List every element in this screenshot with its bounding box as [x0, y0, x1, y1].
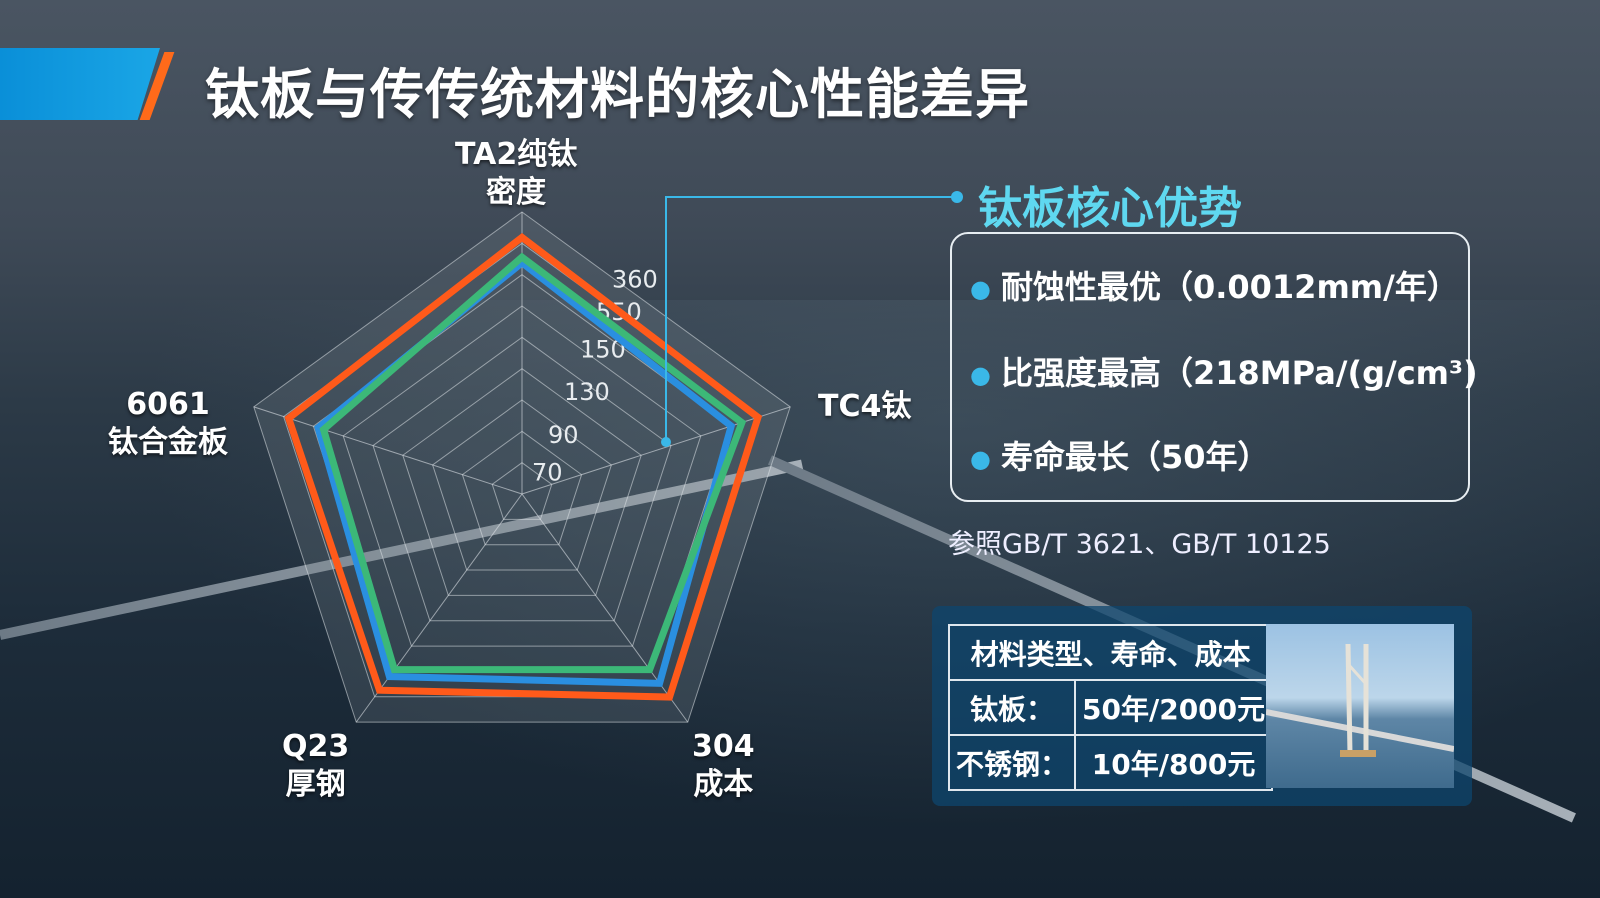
radar-grid-ring — [253, 211, 791, 723]
callout-dot — [951, 191, 963, 203]
radar-axis-line — [253, 406, 523, 495]
radar-tick-label: 360 — [612, 266, 658, 294]
axis-label-0: TA2纯钛 密度 — [455, 137, 578, 210]
bullet-icon: ● — [970, 445, 991, 473]
table-cell: 50年/2000元 — [1074, 679, 1274, 736]
advantage-text: 寿命最长（50年） — [1000, 438, 1270, 476]
advantage-item: ● 比强度最高（218MPa/(g/cm³) — [970, 348, 1478, 394]
table-cell: 不锈钢： — [947, 734, 1077, 791]
advantage-text: 比强度最高（218MPa/(g/cm³) — [1000, 354, 1478, 392]
radar-axis-line — [355, 493, 523, 723]
axis-label-2: 304 成本 — [692, 729, 755, 802]
radar-grid-ring — [402, 368, 642, 596]
radar-series-1 — [319, 252, 747, 674]
axis-label-4: 6061 钛合金板 — [108, 387, 228, 460]
radar-tick-label: 90 — [548, 421, 579, 449]
advantage-item: ● 耐蚀性最优（0.0012mm/年） — [970, 262, 1459, 308]
axis-label-1: TC4钛 — [818, 389, 912, 424]
bullet-icon: ● — [970, 275, 991, 303]
radar-grid-ring — [342, 305, 702, 647]
callout-dot — [661, 437, 671, 447]
table-row: 钛板： 50年/2000元 — [947, 679, 1274, 736]
radar-grid-ring — [461, 430, 583, 546]
table-row: 不锈钢： 10年/800元 — [947, 734, 1274, 791]
bridge-photo — [1265, 624, 1455, 788]
radar-grid-ring — [432, 399, 612, 571]
table-header-row: 材料类型、寿命、成本 — [947, 624, 1274, 681]
reference-note: 参照GB/T 3621、GB/T 10125 — [948, 529, 1331, 560]
advantages-box: ● 耐蚀性最优（0.0012mm/年） ● 比强度最高（218MPa/(g/cm³)… — [950, 232, 1478, 502]
radar-tick-label: 70 — [532, 459, 563, 487]
comparison-panel: 材料类型、寿命、成本 钛板： 50年/2000元 不锈钢： 10年/800元 — [932, 606, 1472, 806]
advantages-title: 钛板核心优势 — [978, 183, 1242, 234]
page-title: 钛板与传传统材料的核心性能差异 — [205, 63, 1030, 126]
radar-grid-ring — [372, 336, 672, 622]
bullet-icon: ● — [970, 361, 991, 389]
advantage-text: 耐蚀性最优（0.0012mm/年） — [1000, 268, 1459, 306]
table-cell: 10年/800元 — [1074, 734, 1274, 791]
callout-line — [665, 196, 955, 442]
radar-series-0 — [284, 232, 763, 701]
table-header: 材料类型、寿命、成本 — [947, 624, 1274, 681]
table-cell: 钛板： — [947, 679, 1077, 736]
axis-label-3: Q23 厚钢 — [282, 729, 350, 802]
title-accent-bar — [0, 48, 160, 120]
radar-grid-ring — [491, 462, 553, 520]
advantage-item: ● 寿命最长（50年） — [970, 432, 1270, 478]
comparison-table: 材料类型、寿命、成本 钛板： 50年/2000元 不锈钢： 10年/800元 — [947, 624, 1274, 791]
radar-tick-label: 130 — [564, 378, 610, 406]
